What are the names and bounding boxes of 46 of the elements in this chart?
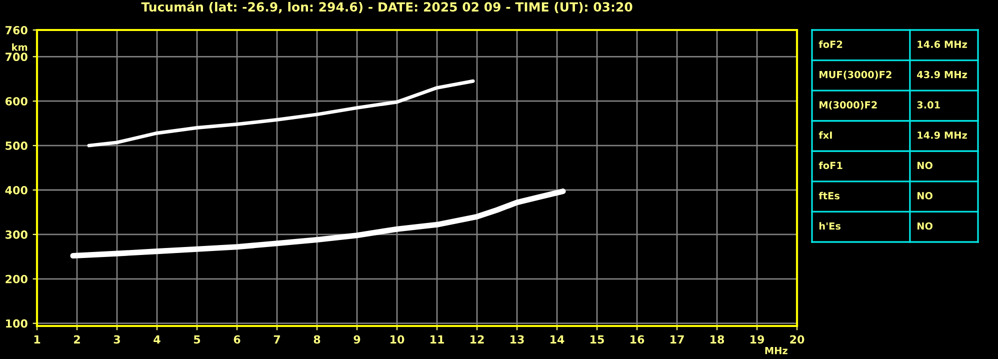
x-tick-label: 7 [274,335,280,344]
x-tick-label: 18 [710,335,724,344]
y-tick-label: 300 [6,230,28,239]
x-tick-label: 4 [154,335,160,344]
x-tick-label: 20 [790,335,804,344]
text: 14.6 MHz [918,40,967,48]
x-tick-label: 16 [630,335,644,344]
text: fxI [818,131,832,139]
line-series [87,79,475,148]
y-tick-label: 760 [6,26,28,34]
x-tick-label: 14 [550,335,564,344]
text: h'Es [819,222,841,230]
text: M(3000)F2 [820,101,877,110]
text: ftEs [818,192,840,200]
x-tick-label: 13 [510,335,524,344]
x-tick-label: 1 [34,335,40,344]
y-tick-label: 100 [6,319,28,328]
x-tick-label: 6 [234,335,240,344]
y-tick-label: 500 [6,142,28,150]
text: foF1 [818,162,842,170]
x-tick-label: 19 [750,335,764,344]
x-tick-label: 11 [430,335,444,344]
chart-title: Tucumán (lat: -26.9, lon: 294.6) - DATE: 2025 02 09 - TIME (UT): 03:20 [141,1,632,14]
x-tick-label: 3 [114,335,120,344]
x-tick-label: 10 [390,335,404,344]
y-tick-label: 200 [6,274,28,284]
text: NO [917,222,932,230]
x-tick-label: 12 [470,335,484,344]
text: 3.01 [917,101,940,109]
text: 43.9 MHz [917,70,967,78]
x-tick-label: 15 [590,335,604,344]
text: MUF(3000)F2 [820,70,892,80]
x-tick-label: 17 [670,335,684,344]
text: foF2 [818,40,842,48]
y-tick-label: 700 [6,52,28,62]
text: 14.9 MHz [918,131,967,139]
text: NO [917,162,932,170]
x-tick-label: 9 [354,335,360,344]
y-tick-label: 600 [5,97,28,106]
x-axis-title: MHz [765,347,788,354]
x-tick-label: 5 [194,335,200,344]
x-tick-label: 2 [74,335,80,344]
x-tick-label: 8 [314,335,320,344]
y-tick-label: 400 [5,186,28,194]
y-axis-title: km [12,43,28,51]
text: NO [917,192,932,200]
